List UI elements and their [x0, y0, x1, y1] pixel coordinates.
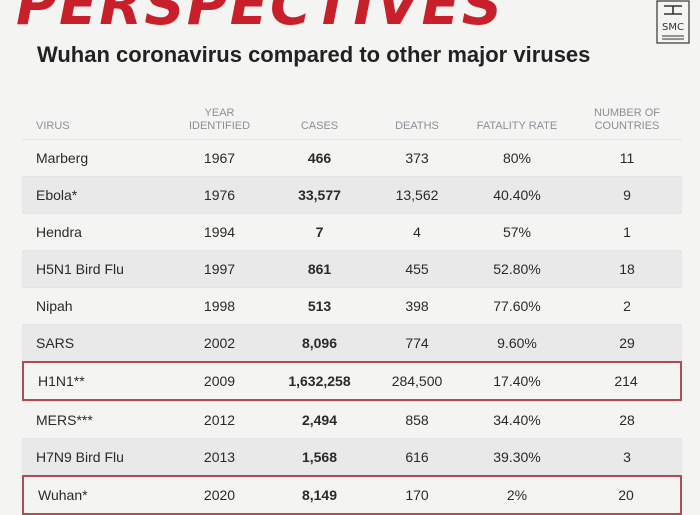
cell-countries: 9: [572, 176, 682, 213]
cell-fatality-rate: 17.40%: [462, 361, 572, 401]
cell-countries: 11: [572, 139, 682, 176]
publisher-logo-mark: SMC: [656, 0, 690, 44]
cell-year: 1967: [172, 139, 267, 176]
column-header-fatality-rate: FATALITY RATE: [476, 120, 558, 132]
cell-deaths: 13,562: [372, 176, 462, 213]
svg-text:SMC: SMC: [662, 22, 684, 33]
cell-deaths: 170: [372, 475, 462, 515]
cell-fatality-rate: 57%: [462, 213, 572, 250]
cell-deaths: 4: [372, 213, 462, 250]
cell-virus: MERS***: [22, 401, 172, 438]
cell-cases: 8,096: [267, 324, 372, 361]
cell-countries: 20: [572, 475, 682, 515]
cell-deaths: 398: [372, 287, 462, 324]
cell-fatality-rate: 77.60%: [462, 287, 572, 324]
cell-virus: Marberg: [22, 139, 172, 176]
cell-cases: 1,568: [267, 438, 372, 475]
page-subtitle: Wuhan coronavirus compared to other majo…: [37, 42, 591, 67]
virus-comparison-table: VIRUS YEAR IDENTIFIED CASES DEATHS FATAL…: [22, 88, 682, 515]
column-header-countries: NUMBER OF COUNTRIES: [594, 107, 660, 132]
cell-countries: 2: [572, 287, 682, 324]
cell-deaths: 774: [372, 324, 462, 361]
brand-title: PERSPECTIVES: [16, 0, 505, 38]
table-row: Ebola* 1976 33,577 13,562 40.40% 9: [22, 176, 682, 213]
column-header-deaths: DEATHS: [395, 120, 439, 132]
cell-year: 2020: [172, 475, 267, 515]
cell-virus: Wuhan*: [22, 475, 172, 515]
cell-virus: H1N1**: [22, 361, 172, 401]
cell-virus: SARS: [22, 324, 172, 361]
cell-countries: 1: [572, 213, 682, 250]
cell-cases: 466: [267, 139, 372, 176]
column-header-virus: VIRUS: [36, 120, 70, 132]
cell-deaths: 455: [372, 250, 462, 287]
cell-year: 1994: [172, 213, 267, 250]
cell-deaths: 858: [372, 401, 462, 438]
cell-fatality-rate: 52.80%: [462, 250, 572, 287]
publisher-logo: SMC: [656, 0, 690, 44]
cell-virus: H5N1 Bird Flu: [22, 250, 172, 287]
cell-year: 1998: [172, 287, 267, 324]
table-row-highlighted: Wuhan* 2020 8,149 170 2% 20: [22, 475, 682, 515]
cell-virus: Hendra: [22, 213, 172, 250]
table-row-highlighted: H1N1** 2009 1,632,258 284,500 17.40% 214: [22, 361, 682, 401]
cell-fatality-rate: 34.40%: [462, 401, 572, 438]
cell-fatality-rate: 9.60%: [462, 324, 572, 361]
cell-year: 1997: [172, 250, 267, 287]
table-row: H5N1 Bird Flu 1997 861 455 52.80% 18: [22, 250, 682, 287]
column-header-year: YEAR IDENTIFIED: [188, 107, 251, 132]
table-row: MERS*** 2012 2,494 858 34.40% 28: [22, 401, 682, 438]
cell-year: 2012: [172, 401, 267, 438]
cell-deaths: 616: [372, 438, 462, 475]
table-row: Nipah 1998 513 398 77.60% 2: [22, 287, 682, 324]
table-row: SARS 2002 8,096 774 9.60% 29: [22, 324, 682, 361]
cell-virus: Ebola*: [22, 176, 172, 213]
cell-year: 1976: [172, 176, 267, 213]
cell-year: 2013: [172, 438, 267, 475]
cell-countries: 28: [572, 401, 682, 438]
column-header-cases: CASES: [300, 120, 339, 132]
cell-year: 2002: [172, 324, 267, 361]
cell-year: 2009: [172, 361, 267, 401]
cell-countries: 3: [572, 438, 682, 475]
cell-fatality-rate: 2%: [462, 475, 572, 515]
cell-countries: 18: [572, 250, 682, 287]
table-row: Marberg 1967 466 373 80% 11: [22, 139, 682, 176]
cell-fatality-rate: 80%: [462, 139, 572, 176]
cell-deaths: 373: [372, 139, 462, 176]
cell-cases: 861: [267, 250, 372, 287]
cell-cases: 7: [267, 213, 372, 250]
cell-virus: Nipah: [22, 287, 172, 324]
cell-fatality-rate: 40.40%: [462, 176, 572, 213]
cell-cases: 2,494: [267, 401, 372, 438]
cell-countries: 29: [572, 324, 682, 361]
table-row: Hendra 1994 7 4 57% 1: [22, 213, 682, 250]
cell-deaths: 284,500: [372, 361, 462, 401]
cell-cases: 8,149: [267, 475, 372, 515]
table-header-row: VIRUS YEAR IDENTIFIED CASES DEATHS FATAL…: [22, 88, 682, 139]
cell-cases: 1,632,258: [267, 361, 372, 401]
cell-cases: 33,577: [267, 176, 372, 213]
cell-cases: 513: [267, 287, 372, 324]
cell-countries: 214: [572, 361, 682, 401]
cell-virus: H7N9 Bird Flu: [22, 438, 172, 475]
cell-fatality-rate: 39.30%: [462, 438, 572, 475]
table-row: H7N9 Bird Flu 2013 1,568 616 39.30% 3: [22, 438, 682, 475]
